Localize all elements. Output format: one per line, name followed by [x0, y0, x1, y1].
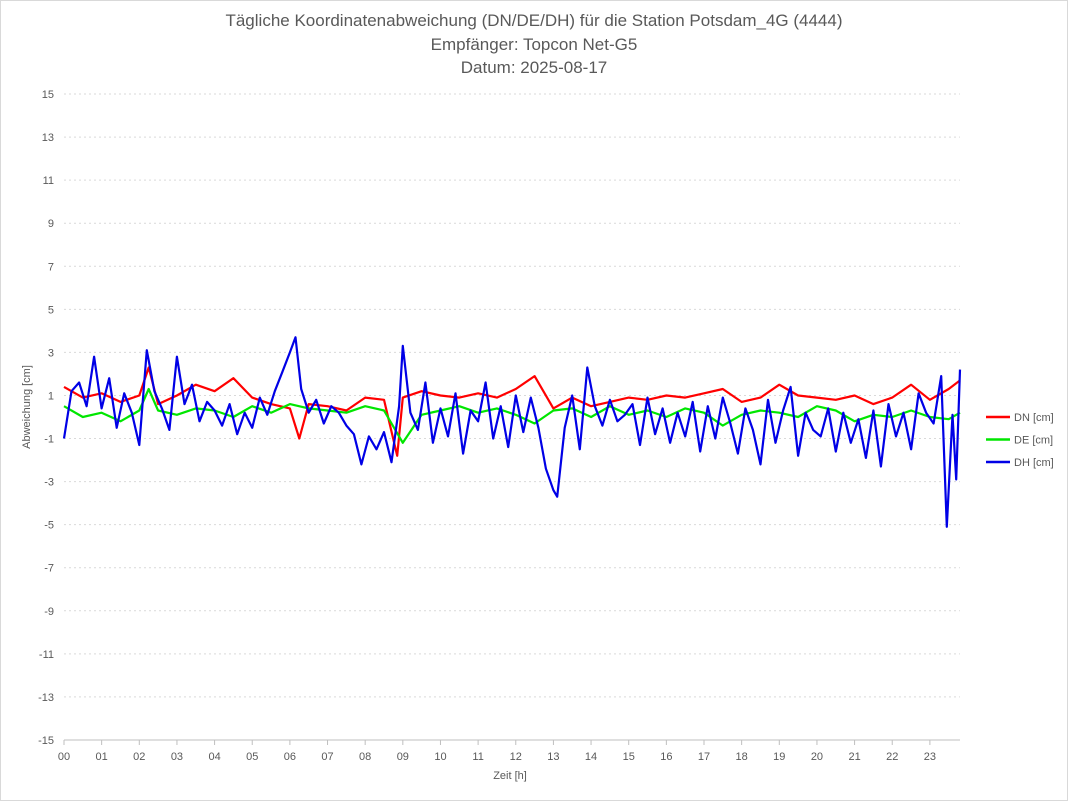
- y-tick-label: -1: [44, 434, 54, 446]
- chart-title: Tägliche Koordinatenabweichung (DN/DE/DH…: [225, 11, 843, 30]
- series-line-1: [63, 387, 961, 444]
- chart-subtitle-receiver: Empfänger: Topcon Net-G5: [430, 35, 638, 54]
- x-tick-label: 10: [434, 751, 446, 763]
- x-tick-label: 03: [171, 751, 183, 763]
- x-tick-label: 09: [397, 751, 409, 763]
- y-tick-label: 15: [42, 89, 54, 101]
- y-tick-label: 13: [42, 132, 54, 144]
- legend: DN [cm] DE [cm] DH [cm]: [986, 412, 1054, 469]
- y-tick-label: 5: [48, 304, 54, 316]
- x-tick-label: 21: [848, 751, 860, 763]
- x-tick-label: 23: [924, 751, 936, 763]
- x-tick-label: 11: [472, 751, 483, 763]
- x-tick-label: 19: [773, 751, 785, 763]
- legend-label: DH [cm]: [1014, 457, 1054, 469]
- x-axis-ticks: 00 01 02 03 04 05 06 07 08 09 10 11 12 13 14 15 16 17 18 19…: [58, 740, 936, 763]
- x-axis-title: Zeit [h]: [493, 770, 527, 782]
- x-tick-label: 13: [547, 751, 559, 763]
- x-tick-label: 08: [359, 751, 371, 763]
- y-tick-label: 7: [48, 261, 54, 273]
- series-lines: [62, 336, 962, 528]
- x-tick-label: 07: [321, 751, 333, 763]
- chart-subtitle-date: Datum: 2025-08-17: [460, 58, 608, 77]
- y-tick-label: -9: [44, 606, 54, 618]
- y-tick-label: 1: [48, 390, 54, 402]
- x-tick-label: 12: [510, 751, 522, 763]
- x-tick-label: 01: [96, 751, 108, 763]
- y-tick-label: -13: [38, 692, 54, 704]
- y-tick-label: -5: [44, 520, 54, 532]
- y-tick-label: -3: [44, 477, 54, 489]
- y-tick-label: -7: [44, 563, 54, 575]
- x-tick-label: 02: [133, 751, 145, 763]
- x-tick-label: 06: [284, 751, 296, 763]
- legend-label: DN [cm]: [1014, 412, 1054, 424]
- y-axis-title: Abweichung [cm]: [21, 365, 33, 449]
- x-tick-label: 17: [698, 751, 710, 763]
- x-tick-label: 04: [208, 751, 220, 763]
- x-tick-label: 15: [623, 751, 635, 763]
- x-tick-label: 22: [886, 751, 898, 763]
- y-tick-label: 11: [43, 175, 54, 187]
- x-tick-label: 18: [736, 751, 748, 763]
- x-tick-label: 00: [58, 751, 70, 763]
- y-tick-label: 9: [48, 218, 54, 230]
- x-tick-label: 16: [660, 751, 672, 763]
- y-tick-label: -15: [38, 735, 54, 747]
- series-line-2: [62, 336, 962, 528]
- x-tick-label: 20: [811, 751, 823, 763]
- y-tick-label: -11: [39, 649, 54, 661]
- y-axis-ticks: 15 13 11 9 7 5 3 1 -1 -3 -5 -7 -9 -11 -13 -15: [38, 89, 54, 747]
- x-tick-label: 05: [246, 751, 258, 763]
- x-tick-label: 14: [585, 751, 597, 763]
- legend-label: DE [cm]: [1014, 435, 1053, 447]
- y-tick-label: 3: [48, 347, 54, 359]
